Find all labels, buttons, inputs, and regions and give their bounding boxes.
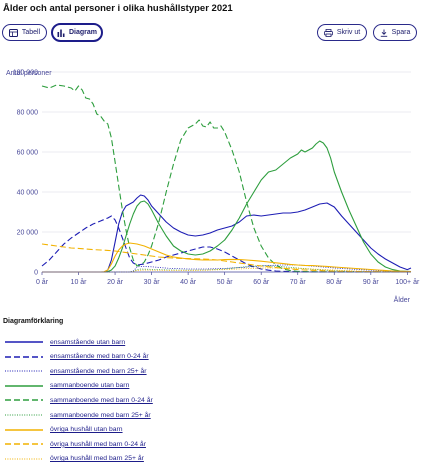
print-button-label: Skriv ut xyxy=(336,29,361,36)
legend-item[interactable]: ensamstående utan barn xyxy=(5,336,125,348)
legend-label: sammanboende med barn 0-24 år xyxy=(50,396,153,404)
legend-swatch xyxy=(5,385,43,387)
series-line xyxy=(41,243,412,273)
x-tick-label: 0 år xyxy=(36,278,49,286)
x-tick-label: 50 år xyxy=(217,278,234,286)
legend-item[interactable]: sammanboende utan barn xyxy=(5,380,129,392)
series-line xyxy=(42,267,412,273)
y-tick-label: 0 xyxy=(34,270,38,277)
legend-label: sammanboende med barn 25+ år xyxy=(50,411,151,419)
legend-swatch xyxy=(5,458,43,460)
legend-label: övriga hushåll med barn 25+ år xyxy=(50,455,144,463)
legend-label: ensamstående med barn 25+ år xyxy=(50,367,147,375)
legend-item[interactable]: övriga hushåll utan barn xyxy=(5,424,123,436)
legend-item[interactable]: sammanboende med barn 0-24 år xyxy=(5,394,153,406)
x-tick-label: 90 år xyxy=(363,278,380,286)
print-button[interactable]: Skriv ut xyxy=(317,24,367,41)
bar-chart-icon xyxy=(57,29,65,37)
legend-label: sammanboende utan barn xyxy=(50,382,130,390)
y-tick-label: 80 000 xyxy=(17,110,39,117)
chart-button-label: Diagram xyxy=(68,29,97,36)
x-tick-label: 40 år xyxy=(180,278,197,286)
x-tick-label: 80 år xyxy=(326,278,343,286)
x-tick-label: 100+ år xyxy=(395,278,420,286)
legend-swatch xyxy=(5,341,43,343)
y-tick-label: 40 000 xyxy=(17,190,39,197)
legend-heading: Diagramförklaring xyxy=(3,318,64,325)
y-tick-label: 60 000 xyxy=(17,150,39,157)
legend-item[interactable]: övriga hushåll med barn 0-24 år xyxy=(5,438,146,450)
series-line xyxy=(41,215,411,273)
x-tick-label: 30 år xyxy=(144,278,161,286)
x-axis-ticks: 0 år 10 år 20 år 30 år 40 år 50 år 60 år 70 år 8… xyxy=(36,272,420,286)
legend-swatch xyxy=(5,428,43,431)
save-button-label: Spara xyxy=(391,29,411,36)
page-title: Ålder och antal personer i olika hushåll… xyxy=(3,3,233,14)
series-line xyxy=(42,264,412,273)
x-axis-label: Ålder xyxy=(394,295,411,304)
table-icon xyxy=(8,28,18,37)
series-line xyxy=(42,140,412,273)
y-axis-label: Antal personer xyxy=(6,70,52,77)
y-axis-ticks: 0 20 000 40 000 60 000 80 000 100 000 xyxy=(13,70,38,277)
legend-swatch xyxy=(5,414,43,416)
x-tick-label: 20 år xyxy=(107,278,124,286)
line-chart: 0 20 000 40 000 60 000 80 000 100 000 0 år 10 … xyxy=(6,70,420,305)
series-line xyxy=(41,84,412,273)
legend-label: övriga hushåll med barn 0-24 år xyxy=(50,440,146,448)
legend-swatch xyxy=(5,443,43,445)
save-button[interactable]: Spara xyxy=(373,24,417,41)
legend-swatch xyxy=(5,370,43,372)
printer-icon xyxy=(323,28,333,37)
chart-series xyxy=(41,84,412,273)
x-tick-label: 70 år xyxy=(290,278,307,286)
chart-button[interactable]: Diagram xyxy=(51,23,103,42)
download-icon xyxy=(380,29,388,37)
y-tick-label: 20 000 xyxy=(17,230,39,237)
legend-item[interactable]: ensamstående med barn 0-24 år xyxy=(5,351,149,363)
x-tick-label: 60 år xyxy=(253,278,270,286)
legend-label: ensamstående utan barn xyxy=(50,338,126,346)
series-line xyxy=(42,242,412,273)
y-tick-label: 100 000 xyxy=(13,70,38,77)
legend-swatch xyxy=(5,399,43,402)
chart-grid xyxy=(42,71,411,273)
legend-label: ensamstående med barn 0-24 år xyxy=(50,353,149,361)
legend-item[interactable]: övriga hushåll med barn 25+ år xyxy=(5,453,144,465)
series-line xyxy=(42,194,412,273)
legend-swatch xyxy=(5,355,43,358)
table-button[interactable]: Tabell xyxy=(2,24,47,41)
table-button-label: Tabell xyxy=(21,29,41,36)
legend-item[interactable]: ensamstående med barn 25+ år xyxy=(5,365,147,377)
x-tick-label: 10 år xyxy=(71,278,88,286)
legend-label: övriga hushåll utan barn xyxy=(50,426,123,434)
legend-item[interactable]: sammanboende med barn 25+ år xyxy=(5,409,151,421)
